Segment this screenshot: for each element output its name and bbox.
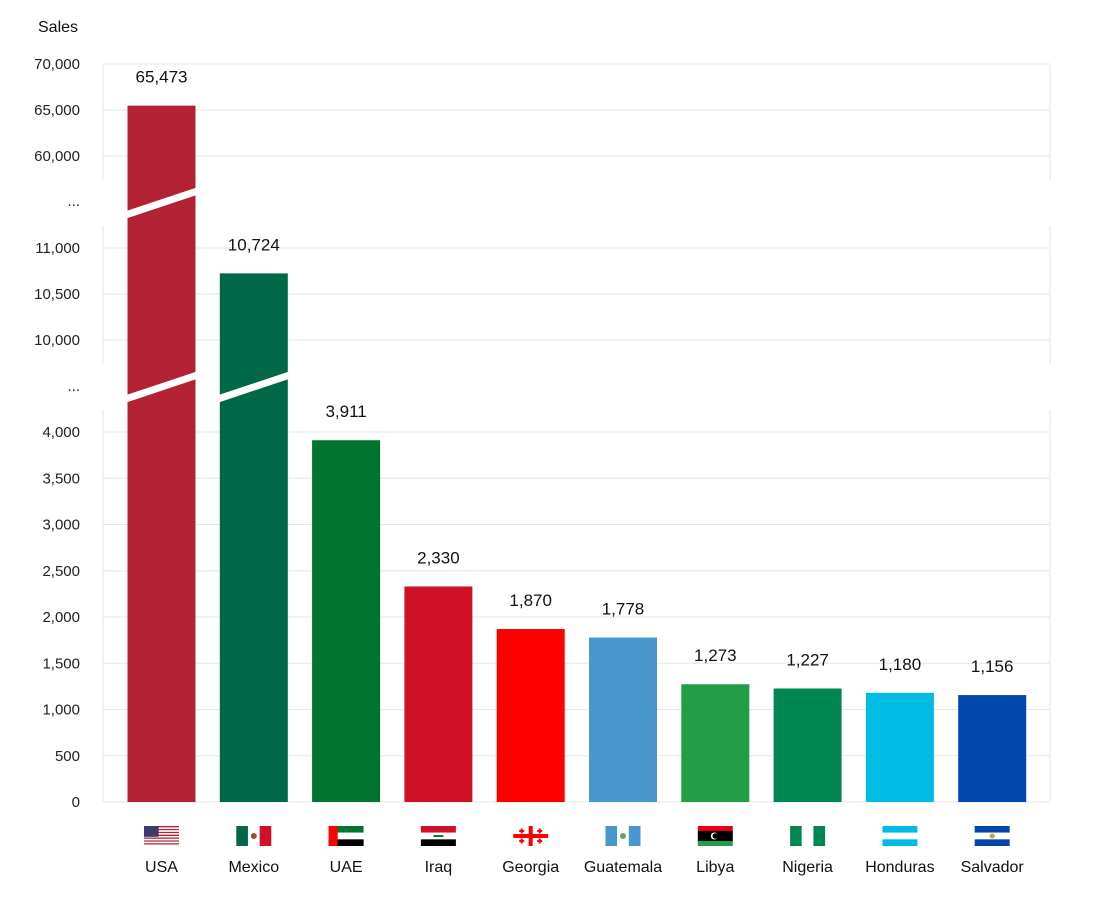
y-tick-label: 11,000 xyxy=(35,240,80,257)
georgia-flag-icon xyxy=(513,826,549,846)
y-tick-label: 500 xyxy=(55,748,80,765)
x-tick-label: Mexico xyxy=(228,859,279,876)
value-label: 1,870 xyxy=(509,591,552,610)
x-tick-label: Iraq xyxy=(425,859,453,876)
value-label: 1,180 xyxy=(879,655,922,674)
x-tick-label: Georgia xyxy=(502,859,559,876)
value-label: 1,227 xyxy=(786,651,829,670)
bar-break-mark xyxy=(216,371,291,403)
iraq-flag-icon xyxy=(420,826,456,846)
mexico-flag-icon xyxy=(236,826,272,846)
bars xyxy=(127,105,1027,803)
nigeria-flag-icon xyxy=(790,826,826,846)
value-label: 1,778 xyxy=(602,600,645,619)
value-label: 1,156 xyxy=(971,657,1014,676)
y-tick-label: 0 xyxy=(72,794,80,811)
value-label: 65,473 xyxy=(136,68,188,87)
y-tick-label: 1,500 xyxy=(42,655,80,672)
y-tick-label: 1,000 xyxy=(42,702,80,719)
bar-georgia xyxy=(496,629,565,802)
value-label: 3,911 xyxy=(325,402,366,421)
y-tick-label: 10,500 xyxy=(34,286,80,303)
honduras-flag-icon xyxy=(882,826,918,846)
y-tick-label: 2,500 xyxy=(42,563,80,580)
axis-break-label: ... xyxy=(67,193,80,210)
bar-mexico xyxy=(219,273,288,803)
guatemala-flag-icon xyxy=(605,826,641,846)
bar-usa xyxy=(127,105,196,803)
bar-break-mark xyxy=(124,187,199,219)
x-tick-label: Honduras xyxy=(865,859,934,876)
flags xyxy=(144,826,1010,846)
usa-flag-icon xyxy=(144,826,179,846)
y-tick-label: 65,000 xyxy=(34,102,80,119)
x-tick-label: Guatemala xyxy=(584,859,662,876)
bar-break-mark xyxy=(124,371,199,403)
bar-libya xyxy=(681,684,750,802)
y-tick-label: 10,000 xyxy=(34,332,80,349)
y-axis-ticks: 60,000 65,000 70,000 10,000 10,500 11,000 0 500… xyxy=(34,56,80,811)
bar-salvador xyxy=(958,695,1027,802)
salvador-flag-icon xyxy=(974,826,1010,846)
uae-flag-icon xyxy=(328,826,364,846)
bar-honduras xyxy=(865,692,934,802)
y-tick-label: 70,000 xyxy=(34,56,80,73)
bar-iraq xyxy=(404,586,473,802)
value-label: 1,273 xyxy=(694,646,737,665)
value-label: 10,724 xyxy=(228,235,280,254)
bar-uae xyxy=(312,440,381,802)
value-labels: 65,473 10,724 3,911 2,330 1,870 1,778 1,273 1,2… xyxy=(136,68,1014,676)
x-tick-label: UAE xyxy=(330,859,363,876)
x-tick-label: Libya xyxy=(696,859,734,876)
y-axis-label: Sales xyxy=(38,19,78,36)
y-tick-label: 3,000 xyxy=(42,517,80,534)
x-tick-label: USA xyxy=(145,859,178,876)
axis-breaks xyxy=(124,187,291,403)
y-tick-label: 4,000 xyxy=(42,424,80,441)
x-tick-label: Salvador xyxy=(961,859,1025,876)
bar-guatemala xyxy=(589,637,657,802)
bar-nigeria xyxy=(773,688,842,802)
x-tick-label: Nigeria xyxy=(782,859,833,876)
libya-flag-icon xyxy=(697,826,733,846)
y-tick-label: 60,000 xyxy=(34,148,80,165)
value-label: 2,330 xyxy=(417,548,460,567)
y-tick-label: 3,500 xyxy=(42,470,80,487)
y-tick-label: 2,000 xyxy=(42,609,80,626)
category-labels: USA Mexico UAE Iraq Georgia Guatemala Libya Nig… xyxy=(145,859,1024,876)
axis-break-label: ... xyxy=(67,378,80,395)
